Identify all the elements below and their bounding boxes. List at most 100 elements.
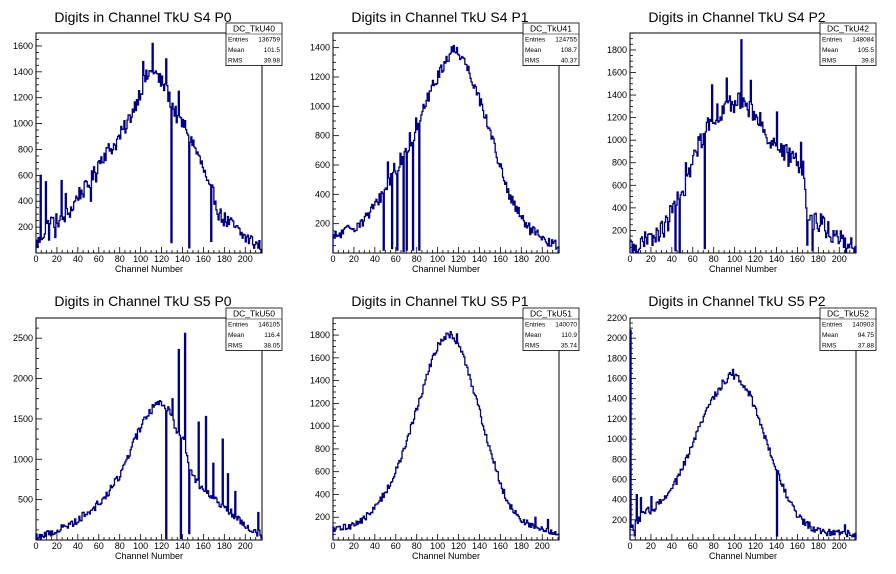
stats-value: 140903: [852, 322, 874, 329]
histogram-line: [332, 44, 560, 253]
plot-frame: [629, 317, 857, 541]
x-tick-label: 80: [115, 541, 125, 551]
x-tick-label: 140: [175, 254, 190, 264]
x-tick-label: 60: [94, 541, 104, 551]
stats-value: 146105: [258, 322, 280, 329]
x-tick-label: 100: [133, 254, 148, 264]
stats-label: RMS: [525, 343, 540, 350]
x-tick-label: 20: [52, 541, 62, 551]
x-tick-label: 40: [73, 254, 83, 264]
x-tick-label: 40: [370, 541, 380, 551]
x-tick-label: 60: [391, 254, 401, 264]
stats-value: 39.8: [861, 58, 874, 65]
x-tick-label: 0: [33, 541, 38, 551]
histogram-line: [629, 39, 857, 254]
x-tick-label: 60: [688, 541, 698, 551]
stats-label: Entries: [525, 37, 546, 44]
x-tick-label: 20: [349, 541, 359, 551]
y-tick-label: 1800: [607, 353, 627, 363]
stats-label: Mean: [525, 332, 542, 339]
y-tick-label: 800: [315, 131, 330, 141]
y-tick-label: 200: [612, 225, 627, 235]
x-tick-label: 120: [748, 254, 763, 264]
x-tick-label: 60: [688, 254, 698, 264]
y-tick-label: 1200: [13, 93, 33, 103]
stats-box-frame: [819, 22, 877, 66]
x-tick-label: 140: [472, 541, 487, 551]
x-tick-label: 200: [238, 541, 253, 551]
histogram-line: [35, 332, 263, 541]
x-tick-label: 60: [391, 541, 401, 551]
stats-label: Mean: [228, 332, 245, 339]
histogram-line: [629, 329, 857, 540]
x-tick-label: 100: [430, 254, 445, 264]
y-tick-label: 400: [315, 189, 330, 199]
y-tick-label: 1400: [607, 394, 627, 404]
y-tick-label: 200: [315, 219, 330, 229]
y-tick-label: 500: [18, 495, 33, 505]
stats-value: 124755: [555, 37, 577, 44]
y-tick-label: 1400: [310, 43, 330, 53]
histogram-panel: Digits in Channel TkU S5 P1 0 20 40 60 80 100 1…: [310, 293, 580, 561]
histogram-panel: Digits in Channel TkU S4 P2 0 20 40 60 80 100 1…: [607, 9, 877, 274]
x-tick-label: 200: [832, 541, 847, 551]
x-tick-label: 20: [646, 254, 656, 264]
x-tick-label: 80: [412, 254, 422, 264]
histogram-panel: Digits in Channel TkU S4 P1 0 20 40 60 80 100 1…: [310, 9, 580, 274]
x-tick-label: 200: [535, 254, 550, 264]
stats-box: DC_TkU51 Entries 140070 Mean 110.9 RMS 35.74: [522, 307, 580, 351]
stats-value: 94.75: [858, 332, 875, 339]
stats-value: 110.9: [561, 332, 577, 339]
chart-title: Digits in Channel TkU S4 P1: [351, 9, 528, 25]
x-tick-label: 160: [790, 254, 805, 264]
x-tick-label: 40: [73, 541, 83, 551]
stats-box: DC_TkU40 Entries 136759 Mean 101.5 RMS 39.98: [225, 22, 283, 66]
x-tick-label: 80: [709, 254, 719, 264]
plot-frame: [629, 32, 857, 254]
stats-value: 116.4: [264, 332, 280, 339]
y-tick-label: 600: [612, 180, 627, 190]
y-tick-label: 2000: [607, 333, 627, 343]
stats-value: 40.37: [561, 58, 578, 65]
x-tick-label: 180: [811, 254, 826, 264]
x-tick-label: 80: [412, 541, 422, 551]
stats-label: Entries: [822, 37, 843, 44]
x-tick-label: 160: [790, 541, 805, 551]
x-tick-label: 200: [238, 254, 253, 264]
x-tick-label: 20: [52, 254, 62, 264]
y-tick-label: 2500: [13, 333, 33, 343]
y-tick-label: 600: [612, 474, 627, 484]
stats-label: RMS: [822, 343, 837, 350]
stats-label: RMS: [525, 58, 540, 65]
x-tick-label: 180: [514, 541, 529, 551]
histogram-panel: Digits in Channel TkU S5 P2 0 20 40 60 80 100 1…: [607, 293, 877, 561]
stats-box-title: DC_TkU51: [530, 309, 572, 319]
x-tick-label: 160: [493, 254, 508, 264]
plot-frame: [332, 32, 560, 254]
y-tick-label: 800: [612, 454, 627, 464]
y-tick-label: 600: [315, 467, 330, 477]
stats-value: 108.7: [561, 47, 578, 54]
x-tick-label: 180: [811, 541, 826, 551]
y-tick-label: 1200: [607, 414, 627, 424]
stats-box-frame: [225, 307, 283, 351]
x-tick-label: 0: [330, 541, 335, 551]
y-tick-label: 1000: [607, 434, 627, 444]
stats-box: DC_TkU50 Entries 146105 Mean 116.4 RMS 38.05: [225, 307, 283, 351]
y-tick-label: 2200: [607, 313, 627, 323]
stats-label: Mean: [822, 332, 839, 339]
x-tick-label: 120: [451, 254, 466, 264]
chart-title: Digits in Channel TkU S5 P1: [351, 293, 528, 309]
x-axis-label: Channel Number: [115, 264, 183, 274]
y-tick-label: 400: [612, 495, 627, 505]
y-tick-label: 1800: [607, 45, 627, 55]
stats-value: 38.05: [264, 343, 281, 350]
x-tick-label: 60: [94, 254, 104, 264]
stats-label: Entries: [228, 322, 249, 329]
x-tick-label: 100: [727, 254, 742, 264]
x-tick-label: 40: [667, 254, 677, 264]
stats-value: 136759: [258, 37, 280, 44]
stats-box: DC_TkU52 Entries 140903 Mean 94.75 RMS 37.88: [819, 307, 877, 351]
y-tick-label: 1600: [607, 67, 627, 77]
x-axis-label: Channel Number: [412, 551, 480, 561]
